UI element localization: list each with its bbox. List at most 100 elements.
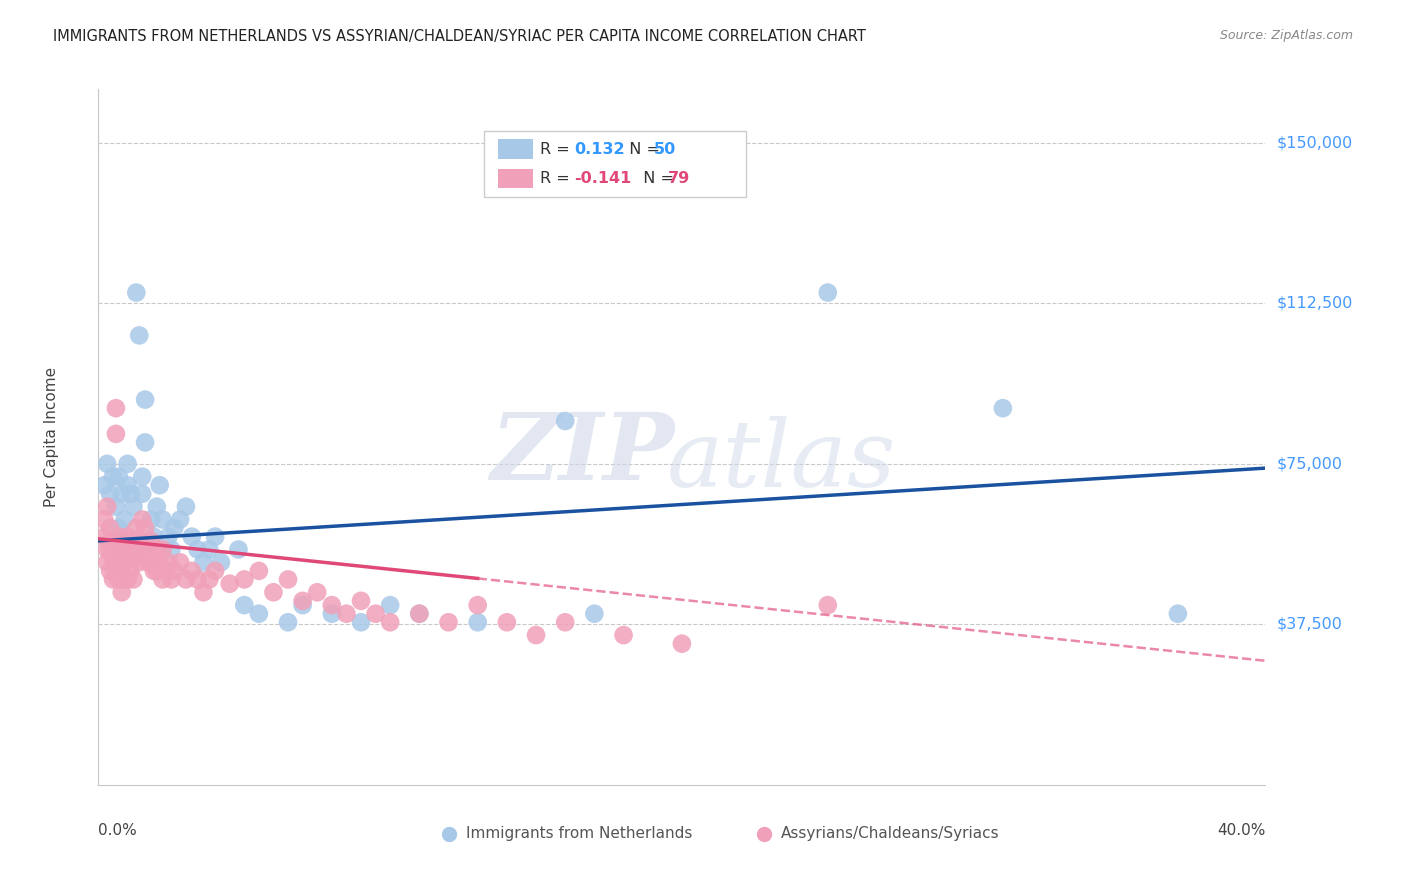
Point <box>101 469 124 483</box>
Text: $75,000: $75,000 <box>1277 457 1343 471</box>
Point <box>408 607 430 621</box>
Point <box>335 607 357 621</box>
Point <box>122 551 145 566</box>
Point <box>131 512 153 526</box>
Text: N =: N = <box>619 142 665 157</box>
Point <box>104 401 127 416</box>
Point <box>496 615 519 630</box>
Text: 0.132: 0.132 <box>575 142 626 157</box>
Point <box>307 585 329 599</box>
Point <box>277 573 299 587</box>
Point <box>108 555 131 569</box>
Point <box>98 542 121 557</box>
Point <box>117 551 139 566</box>
Text: atlas: atlas <box>666 417 896 507</box>
Text: R =: R = <box>540 142 575 157</box>
Point <box>350 615 373 630</box>
Point <box>93 478 115 492</box>
Point <box>146 542 169 557</box>
Point <box>96 457 118 471</box>
Point <box>152 512 174 526</box>
Point <box>139 533 162 548</box>
Text: N =: N = <box>633 170 679 186</box>
Point <box>198 542 221 557</box>
Point <box>193 555 215 569</box>
FancyBboxPatch shape <box>498 139 533 159</box>
Point <box>198 573 221 587</box>
Point <box>380 615 402 630</box>
Text: $150,000: $150,000 <box>1277 136 1353 150</box>
FancyBboxPatch shape <box>484 131 747 197</box>
Text: IMMIGRANTS FROM NETHERLANDS VS ASSYRIAN/CHALDEAN/SYRIAC PER CAPITA INCOME CORREL: IMMIGRANTS FROM NETHERLANDS VS ASSYRIAN/… <box>53 29 866 44</box>
Point <box>128 555 150 569</box>
Point <box>380 598 402 612</box>
Point <box>817 598 839 612</box>
Point <box>146 500 169 514</box>
Text: 0.0%: 0.0% <box>98 823 138 838</box>
Point <box>169 512 191 526</box>
Point <box>131 469 153 483</box>
Point <box>122 573 145 587</box>
Point <box>437 615 460 630</box>
Point <box>117 457 139 471</box>
Text: ZIP: ZIP <box>491 409 675 500</box>
Point <box>583 607 606 621</box>
Point <box>671 637 693 651</box>
Point <box>111 585 134 599</box>
Point <box>125 521 148 535</box>
Point <box>98 564 121 578</box>
Point <box>108 530 131 544</box>
Point <box>180 530 202 544</box>
Point <box>101 573 124 587</box>
Point <box>131 487 153 501</box>
Point <box>209 555 232 569</box>
Point <box>125 285 148 300</box>
Point <box>120 487 142 501</box>
Point <box>321 607 343 621</box>
Point <box>991 401 1014 416</box>
Point <box>193 585 215 599</box>
Point <box>277 615 299 630</box>
Point <box>218 576 240 591</box>
Text: 79: 79 <box>668 170 690 186</box>
Point <box>204 530 226 544</box>
Point <box>233 598 256 612</box>
Point <box>364 607 387 621</box>
Point <box>96 500 118 514</box>
Point <box>125 542 148 557</box>
Text: Assyrians/Chaldeans/Syriacs: Assyrians/Chaldeans/Syriacs <box>782 826 1000 841</box>
Point <box>134 435 156 450</box>
Point <box>554 414 576 428</box>
Point <box>122 500 145 514</box>
Point <box>149 555 172 569</box>
Point <box>134 392 156 407</box>
Point <box>350 594 373 608</box>
Point <box>157 530 180 544</box>
Point <box>108 521 131 535</box>
Point <box>101 551 124 566</box>
Point <box>228 542 250 557</box>
Point <box>174 573 197 587</box>
Point <box>152 542 174 557</box>
Point <box>408 607 430 621</box>
Point <box>114 533 136 548</box>
Point <box>117 478 139 492</box>
Point <box>157 555 180 569</box>
Point <box>160 542 183 557</box>
Text: Immigrants from Netherlands: Immigrants from Netherlands <box>465 826 692 841</box>
Text: 50: 50 <box>654 142 676 157</box>
Point <box>134 521 156 535</box>
Point <box>114 512 136 526</box>
Point <box>131 542 153 557</box>
Point <box>1167 607 1189 621</box>
Point <box>321 598 343 612</box>
Point <box>120 564 142 578</box>
Point <box>128 533 150 548</box>
Point <box>142 530 165 544</box>
FancyBboxPatch shape <box>498 169 533 188</box>
Point <box>817 285 839 300</box>
Point <box>93 530 115 544</box>
Point <box>247 564 270 578</box>
Point <box>139 555 162 569</box>
Point <box>98 521 121 535</box>
